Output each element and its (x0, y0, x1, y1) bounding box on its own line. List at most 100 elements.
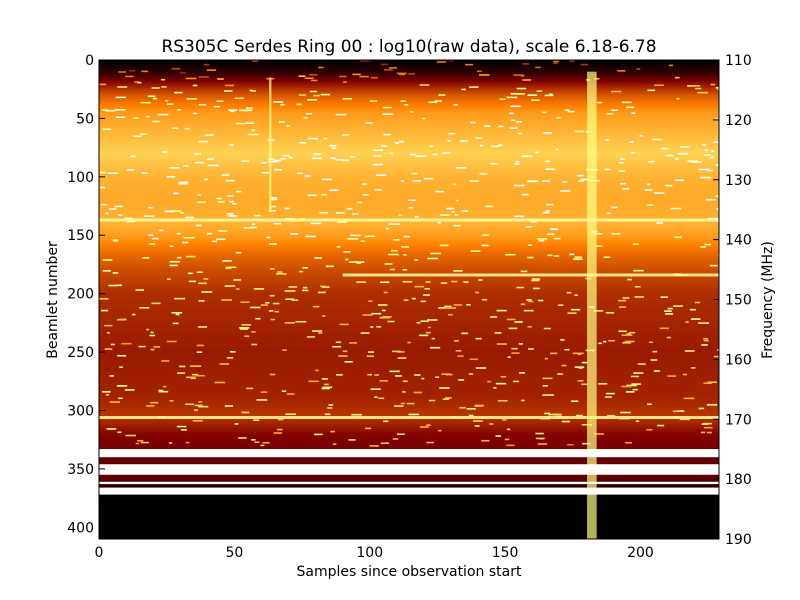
heatmap-speckle (268, 209, 277, 212)
heatmap-speckle (527, 244, 532, 247)
heatmap-speckle (251, 331, 256, 333)
heatmap-speckle (105, 212, 109, 215)
heatmap-speckle (477, 70, 482, 73)
heatmap-speckle (428, 399, 436, 402)
heatmap-speckle (463, 281, 469, 283)
heatmap-row (99, 373, 719, 376)
heatmap-speckle (335, 158, 344, 161)
heatmap-speckle (216, 100, 224, 103)
heatmap-speckle (689, 308, 696, 311)
heatmap-speckle (224, 285, 235, 287)
heatmap-speckle (251, 90, 256, 92)
heatmap-speckle (124, 389, 135, 391)
heatmap-speckle (700, 246, 706, 248)
heatmap-row (99, 317, 719, 320)
heatmap-row (99, 335, 719, 339)
heatmap-row (99, 104, 719, 108)
heatmap-speckle (384, 442, 389, 444)
heatmap-speckle (394, 142, 400, 144)
heatmap-speckle (246, 387, 254, 390)
heatmap-speckle (531, 99, 540, 102)
saturated-band (99, 481, 719, 485)
heatmap-speckle (672, 410, 680, 413)
heatmap-speckle (626, 384, 637, 387)
heatmap-speckle (270, 198, 278, 201)
heatmap-row (99, 174, 719, 178)
heatmap-speckle (544, 357, 548, 360)
heatmap-speckle (106, 428, 117, 430)
heatmap-speckle (228, 200, 235, 203)
heatmap-row (99, 485, 719, 488)
y-tick-label: 50 (76, 111, 94, 127)
heatmap-speckle (99, 298, 109, 300)
heatmap-speckle (135, 289, 144, 291)
heatmap-speckle (490, 316, 498, 318)
heatmap-row (99, 459, 719, 463)
heatmap-speckle (494, 332, 502, 334)
heatmap-speckle (707, 169, 714, 172)
heatmap-speckle (605, 396, 612, 398)
heatmap-speckle (369, 445, 379, 447)
heatmap-row (99, 384, 719, 388)
heatmap-speckle (421, 377, 425, 380)
heatmap-speckle (245, 122, 254, 125)
heatmap-speckle (284, 322, 295, 324)
heatmap-speckle (434, 100, 442, 102)
heatmap-speckle (500, 375, 507, 378)
heatmap-speckle (397, 357, 407, 359)
heatmap-speckle (206, 232, 213, 235)
heatmap-row (99, 445, 719, 449)
heatmap-speckle (453, 104, 459, 106)
heatmap-speckle (531, 279, 540, 282)
heatmap-speckle (389, 370, 400, 373)
heatmap-speckle (674, 76, 680, 79)
heatmap-speckle (206, 69, 217, 71)
heatmap-row (99, 534, 719, 538)
heatmap-speckle (177, 372, 185, 374)
heatmap-speckle (253, 419, 260, 422)
heatmap-speckle (400, 100, 407, 102)
heatmap-speckle (241, 160, 250, 162)
heatmap-area (99, 60, 719, 539)
heatmap-speckle (420, 300, 426, 303)
heatmap-speckle (166, 175, 176, 178)
heatmap-speckle (507, 356, 511, 359)
heatmap-row (99, 197, 719, 201)
heatmap-speckle (320, 93, 331, 96)
heatmap-speckle (482, 234, 489, 236)
heatmap-speckle (254, 441, 260, 444)
heatmap-speckle (278, 121, 285, 123)
heatmap-speckle (571, 400, 579, 403)
heatmap-speckle (238, 437, 247, 439)
heatmap-speckle (362, 194, 369, 196)
heatmap-speckle (140, 101, 151, 104)
heatmap-row (99, 431, 719, 435)
heatmap-speckle (117, 86, 128, 88)
y-tick-label: 250 (67, 345, 94, 361)
heatmap-speckle (703, 382, 713, 385)
heatmap-speckle (186, 98, 197, 100)
heatmap-speckle (546, 203, 554, 206)
heatmap-speckle (282, 349, 287, 351)
heatmap-speckle (150, 401, 159, 404)
heatmap-speckle (674, 236, 682, 239)
heatmap-row (99, 295, 719, 299)
heatmap-speckle (338, 355, 348, 357)
heatmap-speckle (344, 360, 353, 363)
heatmap-speckle (580, 178, 591, 181)
heatmap-speckle (142, 257, 150, 259)
heatmap-speckle (383, 133, 392, 136)
heatmap-speckle (710, 83, 715, 86)
heatmap-speckle (295, 320, 307, 323)
heatmap-speckle (389, 67, 397, 69)
heatmap-row (99, 324, 719, 327)
heatmap-speckle (577, 353, 582, 356)
heatmap-row (99, 510, 719, 514)
heatmap-speckle (153, 346, 161, 348)
heatmap-row (99, 258, 719, 262)
heatmap-speckle (429, 145, 434, 148)
heatmap-speckle (439, 387, 450, 389)
heatmap-speckle (473, 420, 483, 422)
heatmap-speckle (125, 434, 136, 437)
heatmap-speckle (150, 348, 155, 351)
